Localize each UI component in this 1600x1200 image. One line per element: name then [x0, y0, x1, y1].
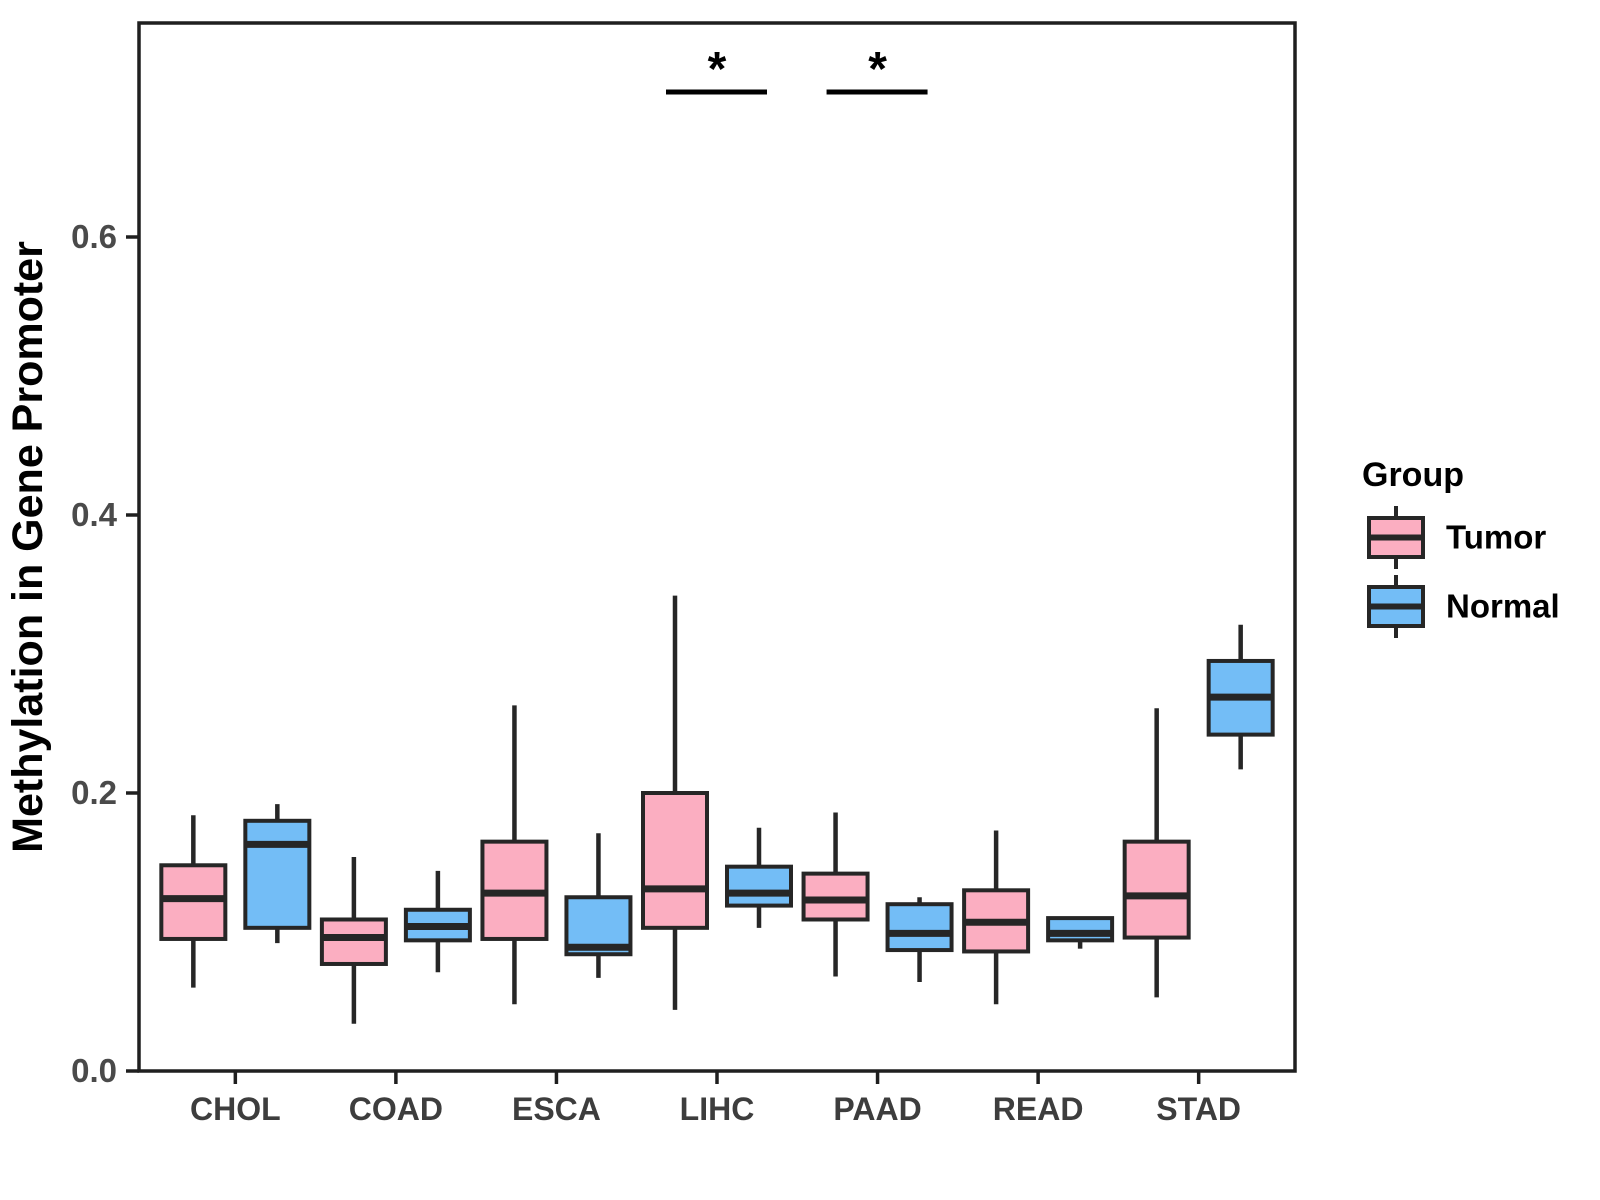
boxplot-box [319, 917, 388, 966]
boxplot-normal-COAD [403, 870, 472, 973]
boxplot-normal-LIHC [725, 827, 793, 928]
boxplot-tumor-PAAD [801, 812, 870, 977]
y-axis-tick-label: 0.0 [71, 1052, 117, 1089]
boxplot-normal-ESCA [564, 833, 633, 978]
boxplot-box [885, 902, 954, 953]
boxplot-box [243, 818, 312, 930]
boxplot-tumor-CHOL [159, 815, 228, 988]
x-axis-tick-label: LIHC [680, 1091, 755, 1127]
x-axis-tick-label: ESCA [512, 1091, 601, 1127]
boxplot-tumor-ESCA [480, 705, 549, 1005]
boxplot-tumor-COAD [319, 856, 388, 1024]
legend-title: Group [1362, 456, 1464, 494]
significance-star: * [868, 43, 887, 96]
x-axis-tick-label: PAAD [833, 1091, 921, 1127]
boxplot-box [1046, 916, 1115, 943]
x-axis-tick-label: CHOL [190, 1091, 281, 1127]
y-axis-tick-label: 0.6 [71, 218, 117, 255]
boxplot-tumor-STAD [1122, 708, 1191, 998]
boxplot-normal-STAD [1206, 624, 1275, 770]
significance-star: * [708, 43, 727, 96]
boxplot-normal-PAAD [885, 897, 954, 983]
boxplot-normal-READ [1046, 916, 1115, 949]
x-axis-tick-label: COAD [349, 1091, 443, 1127]
boxplot-box [1122, 839, 1191, 940]
legend-item-tumor: Tumor [1367, 506, 1546, 569]
boxplot-tumor-READ [962, 830, 1031, 1005]
legend-item-label: Tumor [1446, 519, 1546, 556]
boxplot-box [641, 791, 709, 930]
legend-item-normal: Normal [1367, 575, 1560, 638]
boxplot-normal-CHOL [243, 804, 312, 944]
legend-item-label: Normal [1446, 588, 1560, 625]
boxplot-tumor-LIHC [641, 595, 709, 1010]
y-axis-title: Methylation in Gene Promoter [4, 241, 52, 853]
y-axis-tick-label: 0.2 [71, 774, 117, 811]
boxplot-box [725, 864, 793, 908]
x-axis-tick-label: READ [993, 1091, 1084, 1127]
x-axis-tick-label: STAD [1156, 1091, 1241, 1127]
panel-border [137, 21, 1297, 1073]
y-axis-tick-label: 0.4 [71, 496, 118, 533]
